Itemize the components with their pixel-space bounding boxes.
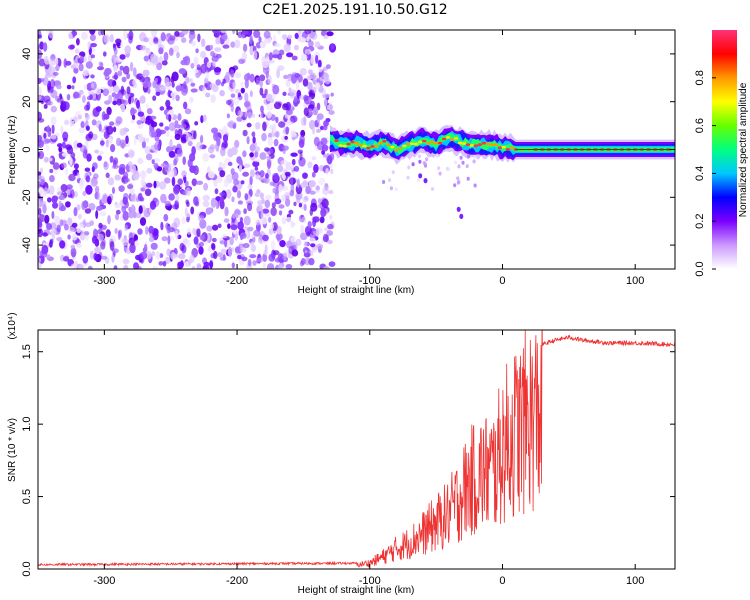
ridge-core — [334, 139, 339, 142]
ridge-core — [366, 146, 371, 150]
ridge-core — [414, 142, 419, 146]
colorbar-label: Normalized spectral amplitude — [738, 82, 749, 217]
ridge-core — [406, 142, 411, 146]
snr-xlabel: Height of straight line (km) — [298, 585, 415, 596]
ridge-core — [342, 144, 347, 148]
y-tick-label: -40 — [21, 237, 33, 253]
ridge-core — [433, 141, 439, 145]
ridge-core — [457, 141, 463, 145]
y-tick-label: 40 — [21, 48, 33, 60]
ridge-core — [453, 137, 459, 140]
x-tick-label: -100 — [359, 575, 381, 587]
colorbar: 0.0 0.2 0.4 0.6 0.8 Normalized spectral ampl… — [694, 30, 749, 277]
ridge-core — [437, 141, 443, 145]
ridge-core — [418, 140, 423, 144]
x-tick-label: -200 — [226, 575, 248, 587]
ridge-core — [493, 143, 498, 146]
ridge-core — [394, 148, 399, 152]
snr-frame — [37, 329, 676, 570]
ridge-core — [449, 138, 455, 141]
ridge-core — [362, 144, 367, 148]
x-tick-label: 0 — [499, 575, 505, 587]
ridge-core — [445, 136, 451, 139]
spectrogram-xlabel: Height of straight line (km) — [298, 285, 415, 296]
ridge-core — [489, 143, 495, 147]
x-tick-label: 100 — [626, 575, 644, 587]
snr-ylabel: SNR (10 * v/v) — [7, 418, 18, 482]
figure-title: C2E1.2025.191.10.50.G12 — [262, 2, 447, 18]
y-tick-label: 0.0 — [21, 561, 33, 576]
colorbar-tick-label: 0.4 — [694, 166, 706, 181]
snr-series-line — [38, 330, 675, 568]
ridge-core — [426, 142, 431, 145]
ridge-core — [410, 142, 415, 146]
x-tick-label: -300 — [93, 575, 115, 587]
ridge-core — [465, 143, 471, 146]
ridge-core — [378, 141, 383, 145]
ridge-core — [477, 143, 483, 146]
x-tick-label: 100 — [626, 275, 644, 287]
ridge-core — [350, 140, 355, 144]
snr-axes: -300 -200 -100 0 100 0.0 0.5 1.0 1.5 — [21, 330, 675, 587]
ridge-core — [398, 147, 403, 150]
y-tick-label: 20 — [21, 96, 33, 108]
ridge-core — [374, 144, 379, 148]
y-tick-label: 1.5 — [21, 344, 33, 359]
colorbar-tick-label: 0.8 — [694, 70, 706, 85]
ridge-core — [358, 144, 363, 147]
colorbar-tick-label: 0.2 — [694, 214, 706, 229]
ridge-core — [370, 145, 375, 148]
ridge-core — [473, 144, 479, 147]
y-tick-label: 0 — [21, 146, 33, 152]
x-tick-label: -200 — [226, 275, 248, 287]
ridge-core — [382, 140, 387, 143]
spectrogram-ylabel: Frequency (Hz) — [7, 116, 18, 185]
ridge-core — [485, 142, 491, 146]
ridge-core — [386, 143, 391, 146]
y-tick-label: 0.5 — [21, 489, 33, 504]
ridge-core — [497, 146, 502, 149]
ridge-core — [422, 139, 427, 143]
ridge-core — [390, 145, 395, 149]
ridge-core — [501, 145, 506, 149]
colorbar-tick-label: 0.0 — [694, 261, 706, 276]
ridge-core — [505, 148, 510, 151]
spectrogram-heatmap — [38, 30, 675, 269]
colorbar-tick-label: 0.6 — [694, 118, 706, 133]
x-tick-label: -100 — [359, 275, 381, 287]
colorbar-ticks: 0.0 0.2 0.4 0.6 0.8 — [694, 70, 716, 277]
snr-scale-note: (x10⁴) — [7, 312, 18, 339]
ridge-core — [354, 141, 359, 145]
x-tick-label: -300 — [93, 275, 115, 287]
ridge-core — [441, 137, 447, 141]
ridge-core — [402, 144, 407, 148]
ridge-core — [481, 141, 487, 145]
ridge-core — [469, 144, 475, 147]
snr-panel: -300 -200 -100 0 100 0.0 0.5 1.0 1.5 (x10⁴) Heig… — [7, 312, 676, 596]
x-tick-label: 0 — [499, 275, 505, 287]
ridge-core — [429, 140, 435, 143]
colorbar-gradient — [712, 30, 737, 269]
ridge-core — [461, 142, 467, 145]
ridge-core — [346, 142, 351, 146]
ridge-core — [338, 144, 343, 147]
ridge-core — [509, 146, 514, 150]
y-tick-label: -20 — [21, 189, 33, 205]
y-tick-label: 1.0 — [21, 417, 33, 432]
